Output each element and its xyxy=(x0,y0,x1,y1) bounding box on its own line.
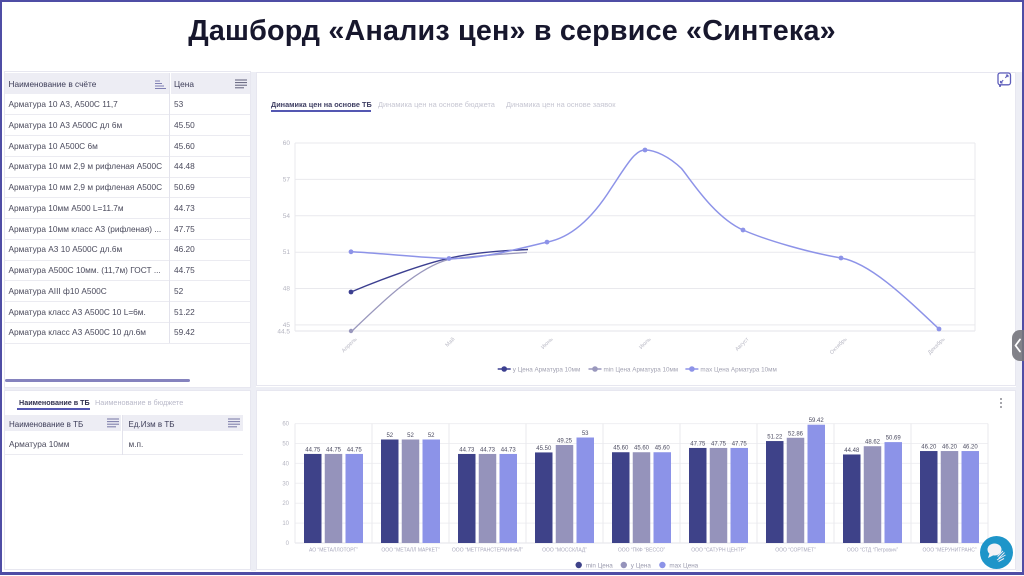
svg-text:47.75: 47.75 xyxy=(690,442,706,448)
svg-text:ООО “МЕРУНИТРАНС”: ООО “МЕРУНИТРАНС” xyxy=(922,548,976,554)
svg-text:50.69: 50.69 xyxy=(886,436,902,442)
svg-text:51: 51 xyxy=(283,249,291,256)
svg-text:47.75: 47.75 xyxy=(711,442,727,448)
svg-text:АО “МЕТАЛЛОТОРГ”: АО “МЕТАЛЛОТОРГ” xyxy=(309,548,358,554)
svg-text:44.75: 44.75 xyxy=(347,447,363,453)
svg-text:57: 57 xyxy=(283,176,291,183)
svg-text:min Цена: min Цена xyxy=(586,562,614,569)
svg-text:49.25: 49.25 xyxy=(557,439,573,445)
svg-text:Апрель: Апрель xyxy=(341,337,359,355)
svg-text:ООО “СОРТМЕТ”: ООО “СОРТМЕТ” xyxy=(775,548,816,554)
svg-text:46.20: 46.20 xyxy=(942,445,958,451)
svg-text:52.86: 52.86 xyxy=(788,431,804,437)
svg-text:59.42: 59.42 xyxy=(809,418,825,424)
svg-text:max Цена Арматура 10мм: max Цена Арматура 10мм xyxy=(700,366,776,373)
svg-text:48: 48 xyxy=(283,286,291,293)
svg-text:60: 60 xyxy=(283,140,291,147)
svg-text:44.73: 44.73 xyxy=(459,448,475,454)
svg-text:40: 40 xyxy=(282,461,289,467)
svg-text:Август: Август xyxy=(734,336,750,352)
svg-text:52: 52 xyxy=(428,433,435,439)
svg-text:max Цена: max Цена xyxy=(669,562,698,569)
svg-text:Декабрь: Декабрь xyxy=(927,337,947,357)
svg-text:ООО “СТД “Петрович”: ООО “СТД “Петрович” xyxy=(847,548,899,554)
svg-text:ООО “МЕТТРАНСТЕРМИНАЛ”: ООО “МЕТТРАНСТЕРМИНАЛ” xyxy=(452,548,523,554)
svg-text:44.48: 44.48 xyxy=(844,448,860,454)
svg-text:Май: Май xyxy=(444,336,457,349)
svg-text:45: 45 xyxy=(283,322,291,329)
svg-text:44.73: 44.73 xyxy=(480,448,496,454)
svg-text:44.75: 44.75 xyxy=(326,447,342,453)
svg-text:51.22: 51.22 xyxy=(767,435,783,441)
svg-text:45.60: 45.60 xyxy=(655,446,671,452)
svg-text:ООО “МОССКЛАД”: ООО “МОССКЛАД” xyxy=(542,548,587,554)
svg-text:0: 0 xyxy=(286,541,290,547)
svg-text:47.75: 47.75 xyxy=(732,442,748,448)
svg-text:Июнь: Июнь xyxy=(540,337,554,351)
svg-text:10: 10 xyxy=(282,521,289,527)
svg-text:Июль: Июль xyxy=(638,337,652,351)
svg-text:60: 60 xyxy=(282,422,289,428)
svg-text:ООО “МЕТАЛЛ МАРКЕТ”: ООО “МЕТАЛЛ МАРКЕТ” xyxy=(381,548,440,554)
svg-text:46.20: 46.20 xyxy=(963,445,979,451)
svg-text:ООО “ПКФ “ВЕССО”: ООО “ПКФ “ВЕССО” xyxy=(618,548,666,554)
svg-text:44.73: 44.73 xyxy=(501,448,517,454)
svg-text:45.60: 45.60 xyxy=(634,446,650,452)
svg-text:48.62: 48.62 xyxy=(865,440,881,446)
svg-text:у Цена Арматура 10мм: у Цена Арматура 10мм xyxy=(513,366,581,373)
svg-text:52: 52 xyxy=(407,433,414,439)
svg-text:44.75: 44.75 xyxy=(305,447,321,453)
svg-text:min Цена Арматура 10мм: min Цена Арматура 10мм xyxy=(604,366,679,373)
svg-text:54: 54 xyxy=(283,213,291,220)
svg-text:30: 30 xyxy=(282,481,289,487)
svg-text:52: 52 xyxy=(386,433,393,439)
svg-text:50: 50 xyxy=(282,442,289,448)
svg-text:у Цена: у Цена xyxy=(631,562,652,569)
svg-text:53: 53 xyxy=(582,431,589,437)
svg-text:20: 20 xyxy=(282,501,289,507)
svg-text:ООО “САТУРН ЦЕНТР”: ООО “САТУРН ЦЕНТР” xyxy=(691,548,746,554)
svg-text:44.5: 44.5 xyxy=(277,329,290,336)
svg-text:46.20: 46.20 xyxy=(921,445,937,451)
svg-text:Октябрь: Октябрь xyxy=(829,337,848,356)
svg-text:45.50: 45.50 xyxy=(536,446,552,452)
svg-text:45.60: 45.60 xyxy=(613,446,629,452)
